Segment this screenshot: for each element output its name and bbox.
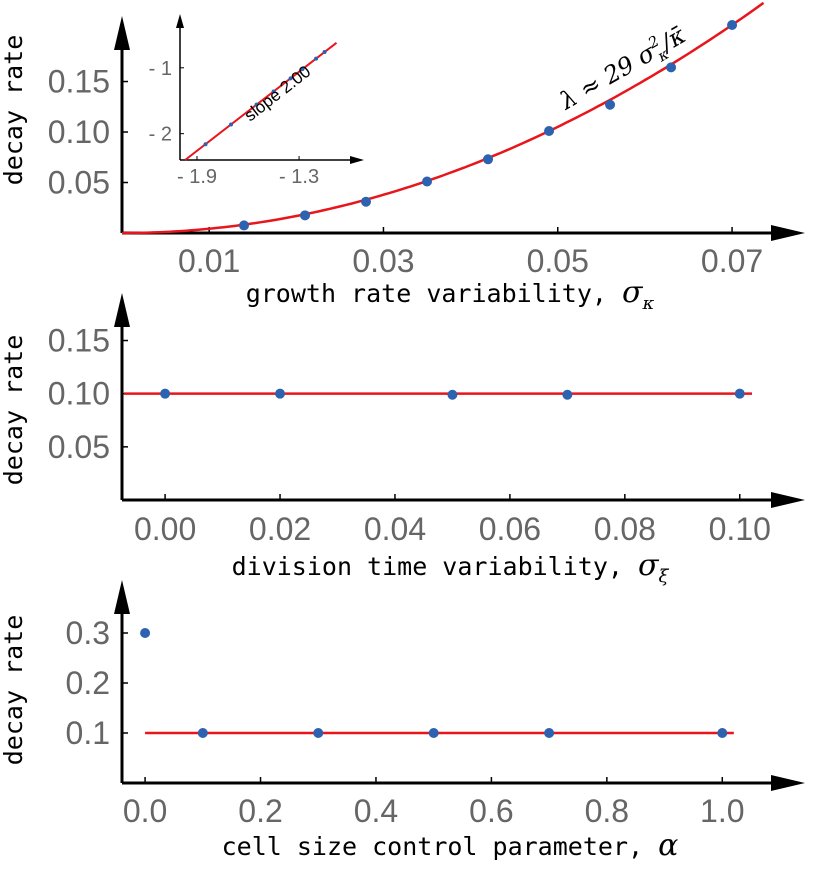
x-axis-label-symbol: σ bbox=[622, 275, 644, 310]
data-point bbox=[160, 388, 171, 399]
y-axis-arrow bbox=[114, 16, 130, 50]
x-axis-label-text: division time variability, bbox=[232, 552, 638, 581]
data-point bbox=[140, 628, 151, 638]
data-point bbox=[197, 728, 208, 738]
data-point bbox=[544, 126, 555, 137]
x-axis-label-subscript: κ bbox=[641, 293, 654, 314]
inset-x-tick-label: - 1.9 bbox=[177, 166, 217, 188]
inset-data-point bbox=[322, 50, 327, 54]
y-tick-label: 0.3 bbox=[66, 615, 110, 651]
inset-data-point bbox=[314, 56, 319, 61]
x-tick-label: 0.4 bbox=[354, 793, 398, 829]
x-tick-label: 0.10 bbox=[709, 511, 771, 547]
x-tick-label: 0.06 bbox=[479, 511, 541, 547]
inset-y-tick-label: - 1 bbox=[149, 58, 172, 80]
inset-data-point bbox=[300, 67, 305, 72]
fit-curve bbox=[122, 1, 765, 235]
data-point bbox=[544, 728, 555, 738]
x-tick-label: 0.0 bbox=[123, 793, 167, 829]
data-point bbox=[275, 388, 286, 399]
chart-panel-1: 0.01 0.03 0.05 0.07 0.05 0.10 0.15 decay rate gr… bbox=[0, 1, 805, 314]
x-tick-label: 0.00 bbox=[134, 511, 196, 547]
data-point bbox=[717, 728, 728, 738]
y-tick-label: 0.2 bbox=[66, 665, 110, 701]
data-point bbox=[428, 728, 439, 738]
y-tick-label: 0.15 bbox=[48, 64, 110, 100]
y-axis-arrow bbox=[114, 580, 130, 614]
y-axis-arrow bbox=[114, 293, 130, 327]
inset-data-point bbox=[254, 102, 259, 107]
x-axis-label-text: growth rate variability, bbox=[246, 279, 622, 308]
x-axis-arrow bbox=[771, 492, 805, 508]
x-tick-label: 0.8 bbox=[585, 793, 629, 829]
y-tick-label: 0.05 bbox=[48, 429, 110, 465]
y-axis-label: decay rate bbox=[0, 335, 28, 486]
inset-chart: - 1.9 - 1.3 - 1 - 2 slope 2.00 bbox=[149, 14, 364, 188]
x-tick-label: 0.05 bbox=[527, 243, 589, 279]
x-axis-label-symbol: σ bbox=[638, 548, 660, 583]
x-tick-label: 1.0 bbox=[700, 793, 744, 829]
data-point bbox=[666, 62, 677, 73]
inset-x-tick-label: - 1.3 bbox=[279, 166, 319, 188]
x-axis-label-subscript: ξ bbox=[658, 566, 669, 587]
data-point bbox=[605, 99, 616, 110]
x-tick-label: 0.07 bbox=[701, 243, 763, 279]
x-tick-label: 0.04 bbox=[364, 511, 426, 547]
x-tick-label: 0.08 bbox=[594, 511, 656, 547]
inset-slope-label: slope 2.00 bbox=[241, 62, 315, 125]
data-point bbox=[734, 388, 745, 399]
inset-data-point bbox=[288, 76, 293, 81]
x-tick-label: 0.01 bbox=[178, 243, 240, 279]
inset-y-tick-label: - 2 bbox=[149, 124, 172, 146]
y-tick-label: 0.15 bbox=[48, 323, 110, 359]
data-point bbox=[727, 19, 738, 30]
data-point bbox=[422, 176, 433, 187]
data-point bbox=[239, 220, 250, 231]
y-axis-label: decay rate bbox=[0, 615, 28, 766]
inset-data-point bbox=[271, 89, 276, 94]
y-tick-label: 0.10 bbox=[48, 114, 110, 150]
x-axis-label-text: cell size control parameter, bbox=[222, 832, 659, 861]
data-point bbox=[483, 154, 494, 165]
y-tick-label: 0.1 bbox=[66, 715, 110, 751]
data-point bbox=[300, 210, 311, 221]
chart-panel-3: 0.0 0.2 0.4 0.6 0.8 1.0 0.3 0.2 0.1 decay rate cel… bbox=[0, 580, 805, 863]
inset-y-axis-arrow bbox=[176, 14, 184, 28]
inset-data-point bbox=[229, 122, 234, 127]
x-tick-label: 0.6 bbox=[469, 793, 513, 829]
inset-x-axis-arrow bbox=[350, 156, 364, 164]
x-tick-label: 0.03 bbox=[352, 243, 414, 279]
data-point bbox=[313, 728, 324, 738]
x-tick-label: 0.02 bbox=[249, 511, 311, 547]
inset-data-point bbox=[203, 142, 208, 147]
x-axis-label: cell size control parameter, α bbox=[222, 828, 679, 863]
y-axis-label: decay rate bbox=[0, 35, 28, 186]
y-tick-label: 0.05 bbox=[48, 165, 110, 201]
y-tick-label: 0.10 bbox=[48, 376, 110, 412]
x-axis-label: growth rate variability, σκ bbox=[246, 275, 655, 314]
x-axis-label-symbol: α bbox=[658, 828, 678, 863]
inset-fit-line bbox=[184, 41, 338, 161]
chart-panel-2: 0.00 0.02 0.04 0.06 0.08 0.10 0.05 0.10 0.15 deca… bbox=[0, 293, 805, 587]
x-axis-arrow bbox=[771, 775, 805, 791]
data-point bbox=[562, 389, 573, 400]
data-point bbox=[447, 389, 458, 400]
x-tick-label: 0.2 bbox=[238, 793, 282, 829]
x-axis-arrow bbox=[771, 225, 805, 241]
x-axis-label: division time variability, σξ bbox=[232, 548, 670, 587]
data-point bbox=[361, 196, 372, 207]
